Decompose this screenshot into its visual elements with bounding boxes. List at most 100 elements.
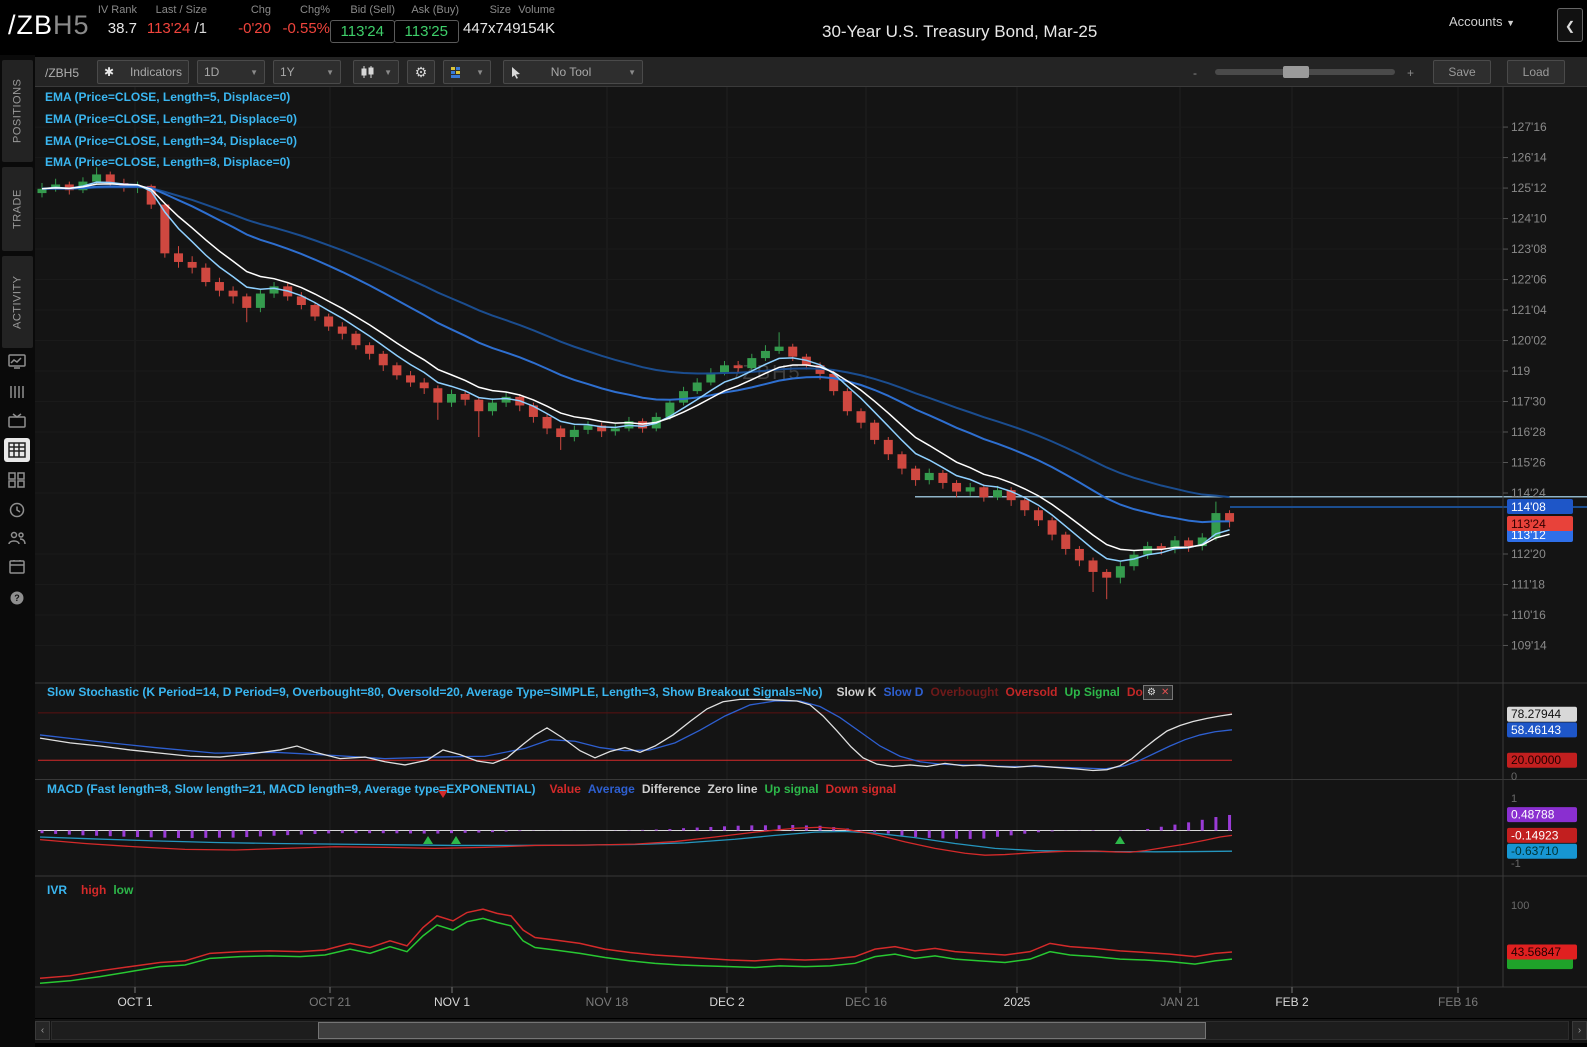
svg-text:109'14: 109'14 [1511,638,1547,652]
help-icon[interactable]: ? [4,586,30,610]
svg-text:?: ? [14,593,20,603]
zoom-slider[interactable] [1215,66,1395,78]
monitor-chart-icon[interactable] [4,350,30,374]
time-axis-label: FEB 16 [1438,995,1478,1009]
legend-item: Slow D [883,685,924,699]
chart-area[interactable]: /ZBH5 127'16 126'14 125'12 124'10 123'08 122'0… [35,87,1587,1018]
grid-layout-icon [451,66,460,78]
ema21-label: EMA (Price=CLOSE, Length=21, Displace=0) [45,112,297,126]
macd-up-signal [1115,836,1125,844]
svg-text:58.46143: 58.46143 [1511,723,1561,737]
accounts-dropdown[interactable]: Accounts ▼ [1448,14,1515,29]
value-badge: 113'24 [1507,516,1573,531]
chart-settings-gear[interactable]: ⚙ [407,60,435,84]
chart-toolbar: /ZBH5 ✱ Indicators 1D ▼ 1Y ▼ ▼ ⚙ ▼ No Tool… [35,57,1587,87]
sidebar-tab-trade[interactable]: TRADE [2,167,33,251]
grid-squares-icon[interactable] [4,468,30,492]
stat-chg: Chg -0'20 [238,4,271,37]
value-badge: -0.14923 [1507,827,1577,843]
candles-layer [37,167,1235,600]
legend-item: Up signal [764,782,819,796]
chart-type-dropdown[interactable]: ▼ [353,60,399,84]
scroll-right-arrow[interactable]: › [1572,1021,1587,1040]
slow-k-line [39,698,1233,772]
ivr-high-line [39,908,1233,980]
candlestick-icon [361,66,374,78]
legend-item: Zero line [707,782,758,796]
people-icon[interactable] [4,526,30,550]
stat-ask-buy-[interactable]: Ask (Buy) 113'25 [387,4,459,43]
time-axis-label: NOV 1 [434,995,470,1009]
list-columns-icon[interactable] [4,380,30,404]
svg-text:113'12: 113'12 [1511,528,1546,542]
drawing-tool-dropdown[interactable]: No Tool ▼ [503,60,643,84]
left-sidebar: POSITIONS TRADE ACTIVITY ? [0,55,35,1047]
svg-text:112'20: 112'20 [1511,547,1546,561]
zoom-in-label[interactable]: + [1407,66,1415,80]
header-bar: /ZBH5 IV Rank 38.7 Last / Size 113'24 /1 Chg… [0,0,1587,55]
chevron-down-icon: ▼ [476,67,484,77]
range-dropdown[interactable]: 1Y ▼ [273,60,341,84]
svg-text:120'02: 120'02 [1511,334,1547,348]
svg-text:100: 100 [1511,900,1529,912]
svg-text:110'16: 110'16 [1511,608,1546,622]
price-chart-svg[interactable]: /ZBH5127'16126'14125'12124'10123'08122'0… [35,87,1587,1018]
scrollbar-thumb[interactable] [318,1022,1206,1039]
chevron-down-icon: ▼ [250,67,258,77]
ema21-line [41,185,1230,524]
stat-chg%: Chg% -0.55% [282,4,330,37]
chevron-down-icon: ▼ [326,67,334,77]
calendar-icon[interactable] [4,555,30,579]
value-badge: 20.00000 [1507,752,1577,768]
svg-text:124'10: 124'10 [1511,212,1547,226]
svg-text:0: 0 [1511,771,1517,783]
timeframe-dropdown[interactable]: 1D ▼ [197,60,265,84]
time-axis-label: DEC 16 [845,995,887,1009]
gear-icon: ⚙ [414,63,428,80]
legend-item: high [81,883,107,897]
value-badge: 58.46143 [1507,722,1577,738]
macd-label: MACD (Fast length=8, Slow length=21, MAC… [47,782,897,796]
clock-icon[interactable] [4,498,30,522]
starburst-icon: ✱ [104,65,115,79]
svg-text:111'18: 111'18 [1511,577,1545,591]
panel-collapse-button[interactable]: ❮ [1557,8,1583,42]
load-button[interactable]: Load [1507,60,1565,84]
stat-bid-sell-[interactable]: Bid (Sell) 113'24 [323,4,395,43]
time-axis-label: NOV 18 [586,995,629,1009]
svg-text:126'14: 126'14 [1511,151,1547,165]
slow-d-line [39,700,1233,770]
value-badge: 43.56847 [1507,944,1577,960]
symbol-title: /ZBH5 [8,10,90,40]
layout-grid-dropdown[interactable]: ▼ [443,60,491,84]
zoom-slider-thumb[interactable] [1283,66,1309,78]
svg-text:-0.63710: -0.63710 [1511,844,1559,858]
value-badge: 0.48788 [1507,807,1577,823]
chevron-down-icon: ▼ [1506,18,1515,28]
close-icon[interactable]: ✕ [1160,687,1170,698]
svg-text:43.56847: 43.56847 [1511,945,1561,959]
save-button[interactable]: Save [1433,60,1491,84]
svg-text:123'08: 123'08 [1511,242,1547,256]
tv-icon[interactable] [4,409,30,433]
svg-text:122'06: 122'06 [1511,273,1547,287]
macd-histogram [40,814,1232,839]
value-badge: 78.27944 [1507,706,1577,722]
sidebar-tab-positions[interactable]: POSITIONS [2,60,33,162]
svg-text:127'16: 127'16 [1511,120,1547,134]
macd-up-signal [451,836,461,844]
contract-code: H5 [53,10,90,40]
time-axis-label: DEC 2 [709,995,745,1009]
spreadsheet-grid-icon[interactable] [4,438,30,462]
scroll-left-arrow[interactable]: ‹ [35,1021,50,1040]
stat-last-size: Last / Size 113'24 /1 [146,4,207,37]
instrument-description: 30-Year U.S. Treasury Bond, Mar-25 [822,22,1098,41]
toolbar-symbol-label: /ZBH5 [45,66,80,80]
zoom-out-label[interactable]: - [1193,66,1197,80]
scrollbar-track[interactable] [51,1021,1569,1040]
horizontal-scrollbar[interactable]: ‹ › [35,1019,1587,1043]
indicators-button[interactable]: ✱ Indicators [97,60,189,84]
sidebar-tab-activity[interactable]: ACTIVITY [2,256,33,348]
svg-text:113'24: 113'24 [1511,517,1546,531]
gear-icon[interactable]: ⚙ [1147,687,1156,698]
